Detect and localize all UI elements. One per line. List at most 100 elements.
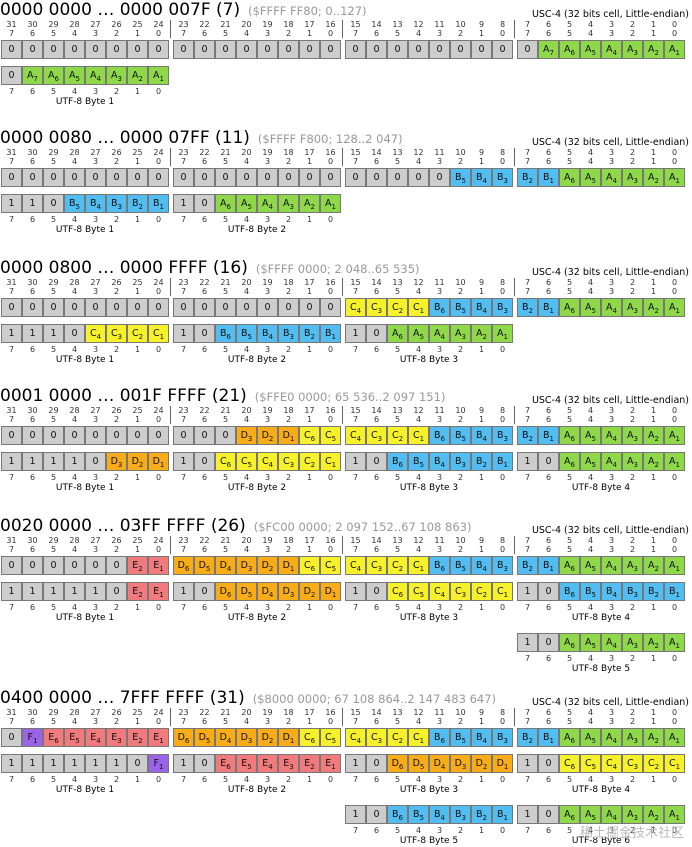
bit-number-byte: 6 — [29, 545, 36, 554]
usc-bit-cell: 0 — [64, 168, 85, 187]
usc-bit-cell: B5 — [450, 556, 471, 575]
bit-number-byte: 3 — [92, 157, 99, 166]
bit-number: 28 — [69, 536, 80, 545]
bit-number: 1 — [650, 278, 657, 287]
bit-number: 16 — [325, 406, 336, 415]
usc-bit-cell: C5 — [320, 426, 341, 445]
bit-number: 0 — [671, 278, 678, 287]
utf8-bit-cell: B5 — [64, 194, 85, 213]
usc-bit-cell: D2 — [257, 556, 278, 575]
usc-bit-cell: B3 — [492, 426, 513, 445]
utf8-bit-cell: C3 — [622, 754, 643, 773]
bit-number-byte: 0 — [327, 29, 334, 38]
bit-number-byte: 0 — [155, 157, 162, 166]
utf8-bit-number: 3 — [436, 345, 443, 354]
utf8-bit-cell: 1 — [85, 582, 106, 601]
utf8-bit-cell: 0 — [538, 754, 559, 773]
bit-number: 0 — [671, 148, 678, 157]
utf8-bit-cell: 1 — [43, 452, 64, 471]
bit-number-byte: 2 — [457, 545, 464, 554]
bit-number: 30 — [27, 278, 38, 287]
bit-number-byte: 5 — [566, 545, 573, 554]
utf8-bit-cell: B6 — [387, 452, 408, 471]
bit-number-byte: 3 — [436, 157, 443, 166]
utf8-bit-number: 3 — [264, 603, 271, 612]
utf8-bit-cell: 0 — [538, 633, 559, 652]
utf8-bit-cell: B2 — [127, 194, 148, 213]
utf8-bit-number: 4 — [71, 603, 78, 612]
usc-bit-cell: A5 — [580, 426, 601, 445]
usc-bit-cell: 0 — [64, 40, 85, 59]
bit-number: 4 — [587, 536, 594, 545]
bit-number: 25 — [132, 148, 143, 157]
utf8-bit-cell: A5 — [580, 805, 601, 824]
utf8-bit-cell: B4 — [429, 805, 450, 824]
range-mask: ($FFE0 0000; 65 536..2 097 151) — [254, 390, 446, 404]
utf8-bit-number: 3 — [92, 87, 99, 96]
bit-number-byte: 1 — [134, 717, 141, 726]
utf8-bit-number: 4 — [71, 215, 78, 224]
utf8-bit-number: 0 — [155, 345, 162, 354]
utf8-bit-cell: A5 — [580, 452, 601, 471]
bit-number-byte: 4 — [243, 287, 250, 296]
utf8-bit-cell: A5 — [64, 66, 85, 85]
utf8-bit-number: 3 — [608, 826, 615, 835]
utf8-bit-cell: B4 — [601, 582, 622, 601]
utf8-bit-number: 7 — [180, 345, 187, 354]
bit-number-byte: 2 — [113, 287, 120, 296]
bit-number: 21 — [220, 708, 231, 717]
bit-number-byte: 5 — [222, 717, 229, 726]
bit-number-byte: 3 — [264, 157, 271, 166]
utf8-bit-number: 6 — [373, 345, 380, 354]
section-title: 0000 0000 … 0000 007F (7) ($FFFF FF80; 0.… — [0, 0, 367, 20]
utf8-bit-cell: 1 — [345, 805, 366, 824]
utf8-bit-number: 1 — [650, 826, 657, 835]
utf8-bit-cell: A5 — [408, 324, 429, 343]
bit-number-byte: 6 — [373, 545, 380, 554]
bit-number: 26 — [111, 278, 122, 287]
utf8-byte-label: UTF-8 Byte 4 — [571, 785, 631, 795]
usc-bit-cell: C3 — [366, 426, 387, 445]
bit-number-byte: 3 — [436, 545, 443, 554]
bit-number-byte: 1 — [650, 157, 657, 166]
utf8-bit-number: 2 — [113, 603, 120, 612]
bit-number: 11 — [434, 20, 445, 29]
usc-bit-cell: 0 — [236, 40, 257, 59]
utf8-bit-number: 0 — [671, 654, 678, 663]
utf8-bit-cell: A2 — [299, 194, 320, 213]
utf8-bit-cell: B1 — [664, 582, 685, 601]
utf8-bit-cell: 1 — [1, 754, 22, 773]
bit-number: 9 — [478, 148, 485, 157]
utf8-bit-number: 1 — [478, 775, 485, 784]
bit-number-byte: 2 — [113, 717, 120, 726]
utf8-bit-cell: B6 — [387, 805, 408, 824]
utf8-bit-number: 3 — [92, 775, 99, 784]
bit-number-byte: 7 — [8, 415, 15, 424]
byte-separator — [170, 536, 171, 554]
bit-number: 27 — [90, 20, 101, 29]
bit-number-byte: 7 — [352, 717, 359, 726]
usc-bit-cell: A4 — [601, 168, 622, 187]
usc-bit-cell: B1 — [538, 298, 559, 317]
bit-number: 23 — [178, 406, 189, 415]
bit-number-byte: 5 — [394, 717, 401, 726]
bit-number-byte: 3 — [264, 287, 271, 296]
bit-number: 21 — [220, 148, 231, 157]
utf8-bit-number: 1 — [650, 775, 657, 784]
usc-bit-cell: C6 — [299, 426, 320, 445]
bit-number: 7 — [524, 20, 531, 29]
usc-bit-cell: 0 — [278, 168, 299, 187]
bit-number: 26 — [111, 148, 122, 157]
usc-bit-cell: 0 — [85, 426, 106, 445]
bit-number: 12 — [413, 278, 424, 287]
bit-number-byte: 7 — [352, 157, 359, 166]
utf8-bit-cell: A4 — [601, 805, 622, 824]
bit-number: 22 — [199, 406, 210, 415]
bit-number: 25 — [132, 278, 143, 287]
usc-bit-cell: 0 — [517, 40, 538, 59]
bit-number-byte: 1 — [306, 29, 313, 38]
utf8-bit-cell: A3 — [622, 633, 643, 652]
bit-number-byte: 4 — [243, 717, 250, 726]
utf8-bit-cell: D3 — [450, 754, 471, 773]
bit-number: 29 — [48, 20, 59, 29]
